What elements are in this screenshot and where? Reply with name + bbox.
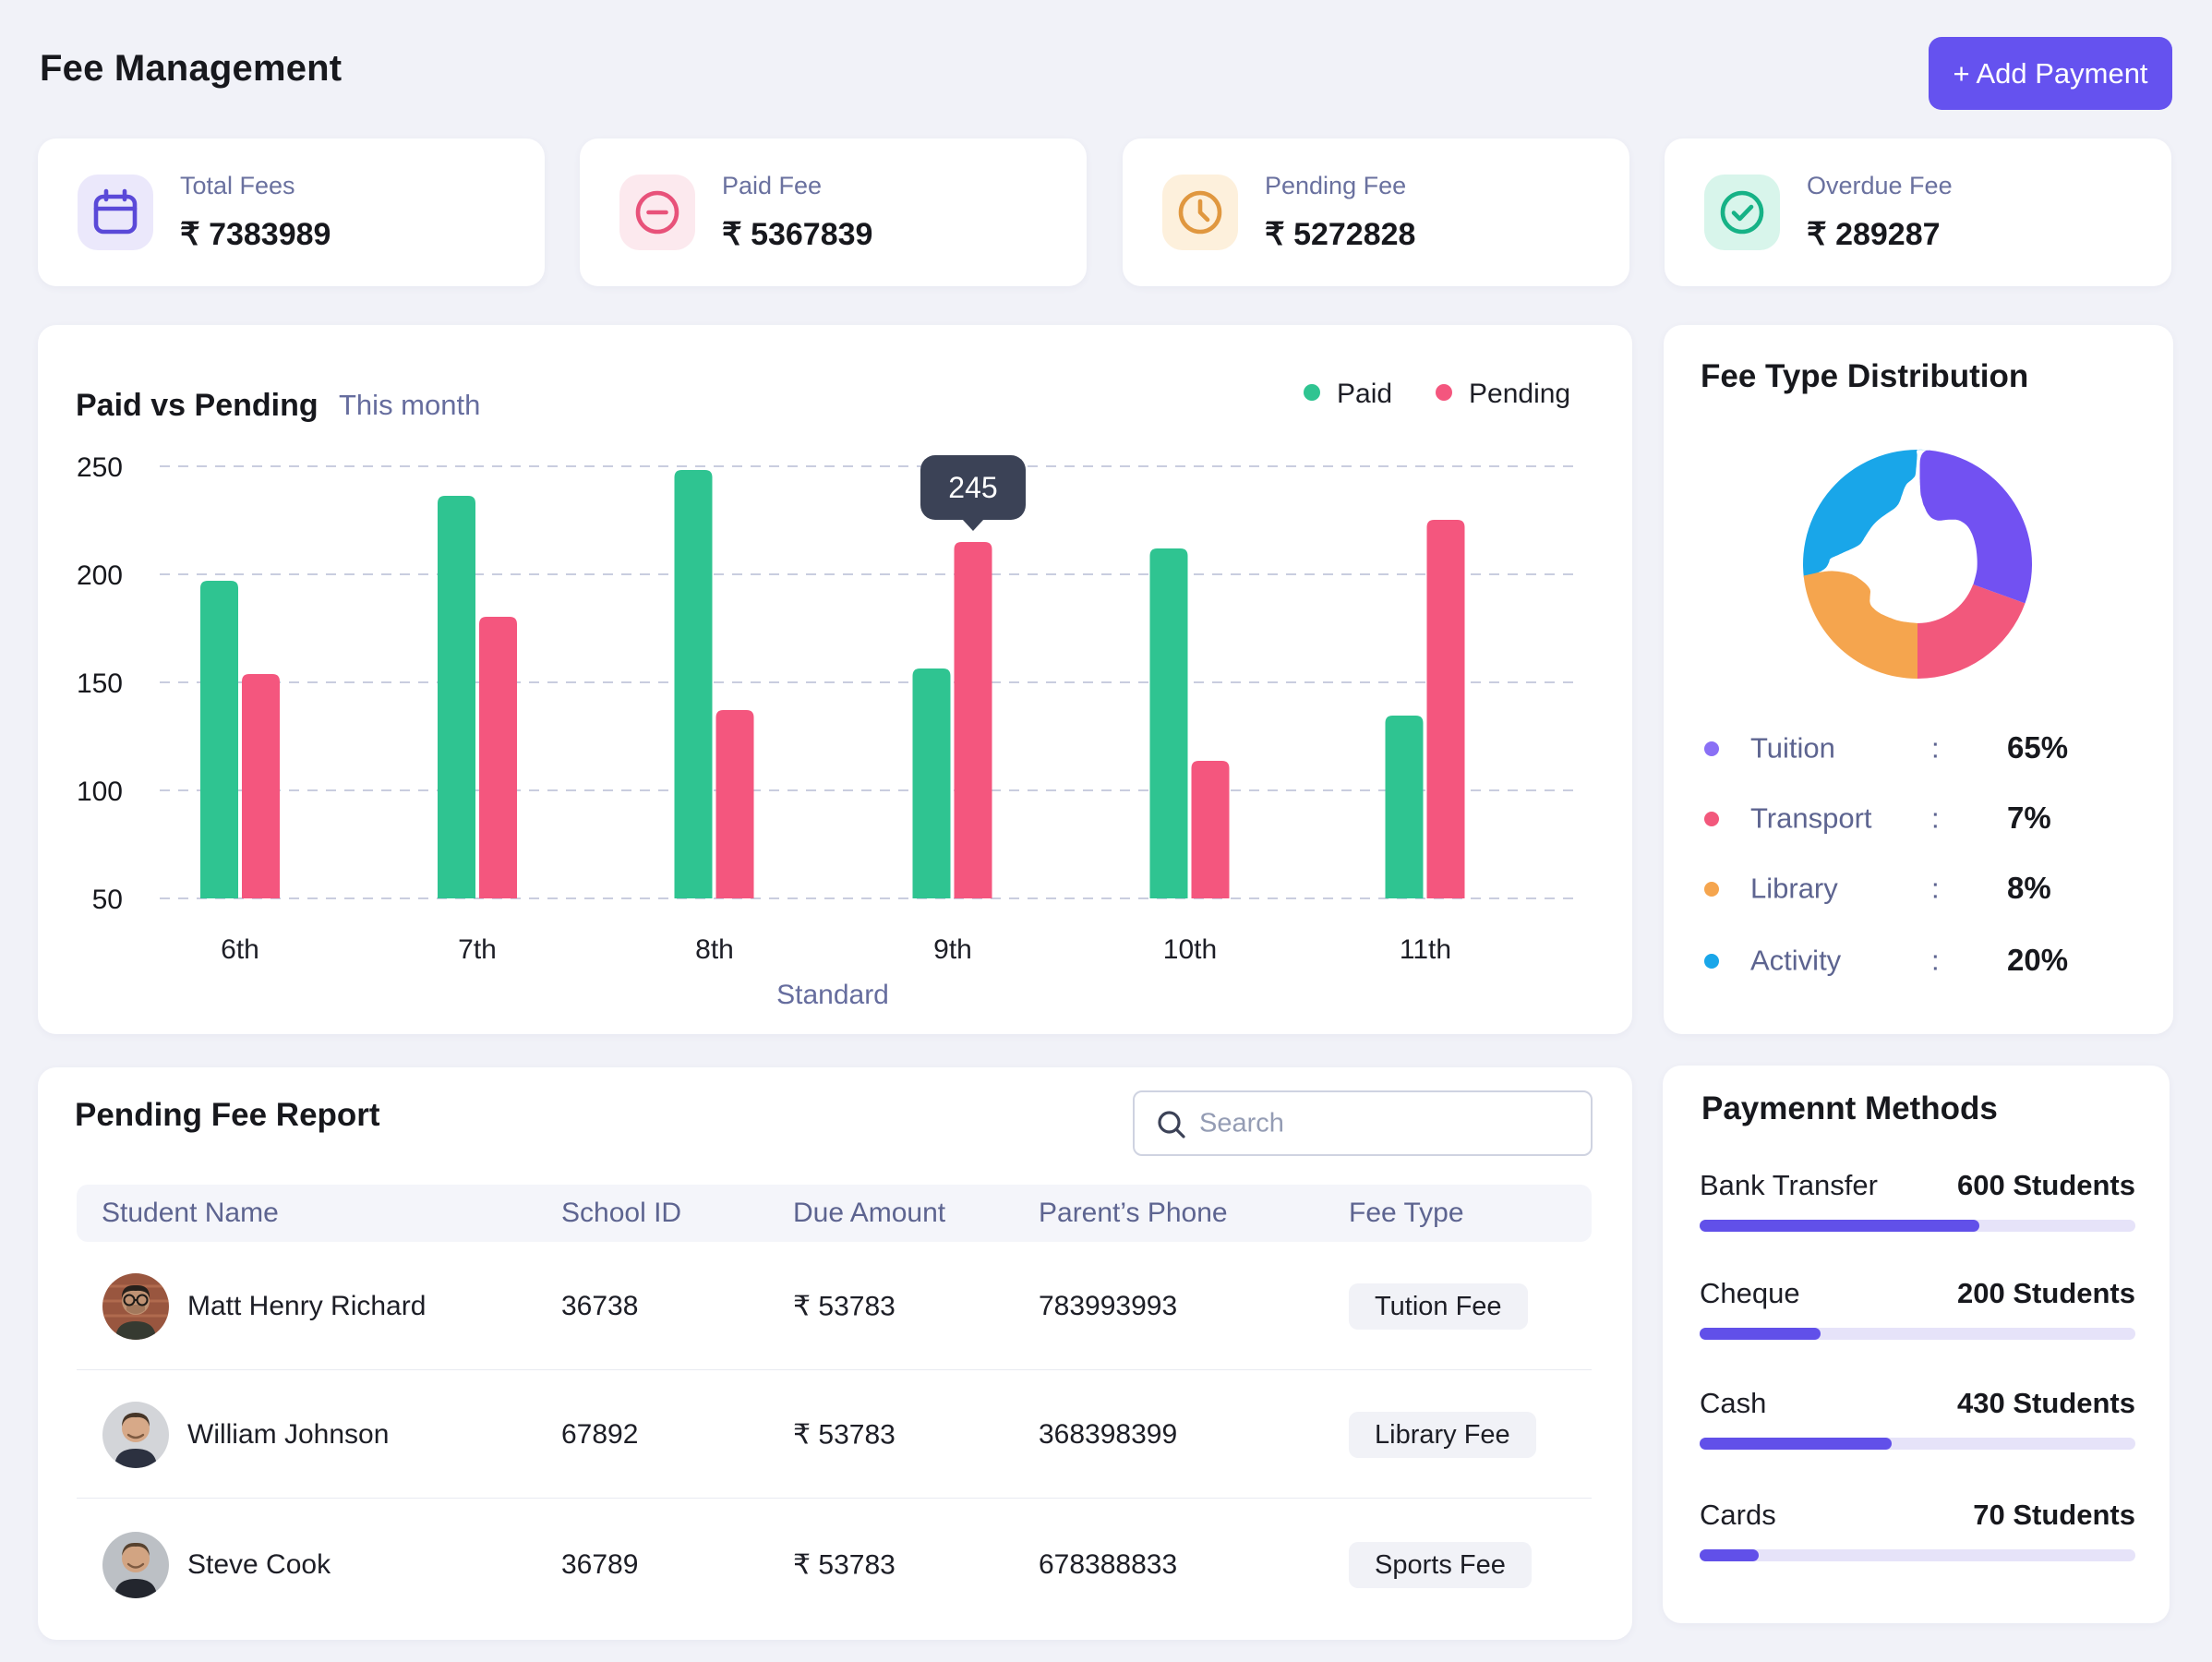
svg-text:6th: 6th [221, 934, 259, 965]
svg-text:Paid vs Pending: Paid vs Pending [76, 388, 319, 423]
svg-text:100: 100 [77, 777, 123, 807]
svg-text:Pending: Pending [1469, 379, 1570, 409]
svg-text:This month: This month [339, 389, 480, 421]
svg-text:150: 150 [77, 668, 123, 699]
svg-text:50: 50 [92, 885, 123, 915]
svg-text:9th: 9th [933, 934, 972, 965]
svg-text:250: 250 [77, 452, 123, 483]
svg-text:11th: 11th [1400, 934, 1451, 965]
svg-text:7th: 7th [458, 934, 497, 965]
svg-text:8th: 8th [695, 934, 734, 965]
svg-text:Standard: Standard [776, 980, 889, 1010]
svg-text:10th: 10th [1163, 934, 1217, 965]
svg-text:200: 200 [77, 560, 123, 591]
svg-text:Paid: Paid [1337, 379, 1392, 409]
svg-text:245: 245 [948, 471, 997, 504]
